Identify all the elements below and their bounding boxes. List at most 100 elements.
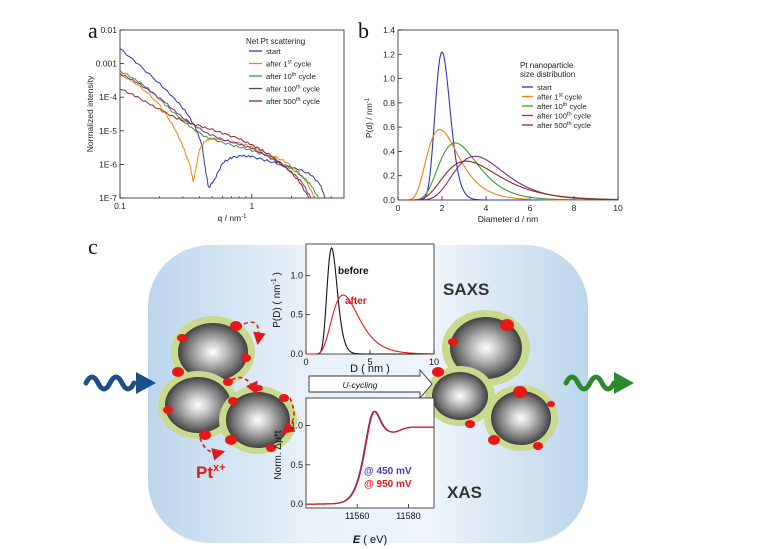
dissolution-arrows: [199, 321, 296, 461]
u-cycling-arrow: U-cycling: [308, 368, 433, 400]
panel-a-legend-label: start: [266, 47, 282, 56]
inset-bottom-background: [306, 398, 434, 508]
panel-a-series-line: [119, 88, 310, 199]
panel-a-ytick-label: 1E-7: [99, 193, 117, 203]
inset-top-xlabel: D ( nm ): [350, 363, 390, 375]
panel-a-series-line: [119, 48, 326, 199]
particle-core: [432, 372, 488, 420]
panel-a-ytick-label: 1E-5: [99, 126, 117, 136]
incoming-beam-icon: [83, 372, 156, 394]
inset-bottom-ylabel: Norm. Δμ*t: [273, 430, 284, 479]
panel-a-legend-title: Net Pt scattering: [246, 37, 305, 46]
panel-b-legend-title-1: Pt nanoparticle: [520, 61, 574, 70]
panel-a-ytick-label: 0.001: [96, 59, 118, 69]
inset-top-xtick-label: 0: [303, 357, 308, 367]
inset-bottom-legend-450: @ 450 mV: [364, 466, 412, 477]
inset-top-series-line: [306, 246, 434, 355]
inset-top-ylabel: P(D) ( nm-1 ): [271, 272, 283, 328]
panel-b-xtick-label: 0: [396, 203, 401, 213]
panel-b-xtick-label: 8: [572, 203, 577, 213]
panel-a-series-line: [119, 72, 316, 199]
inset-top-ytick-label: 0.5: [290, 310, 303, 320]
panel-a-frame: [119, 29, 345, 199]
panel-a-xlabel: q / nm-1: [218, 213, 248, 223]
panel-a-legend-label: after 1st cycle: [266, 60, 311, 69]
panel-a-series-line: [119, 73, 312, 199]
inset-bottom-xlabel: E ( eV): [353, 534, 387, 546]
left-particle-cluster: Ptx+: [158, 316, 297, 482]
inset-top-xtick-label: 10: [429, 357, 439, 367]
panel-a-ytick-label: 0.01: [100, 25, 117, 35]
inset-top-label-after: after: [345, 296, 367, 307]
saxs-label: SAXS: [443, 280, 489, 299]
inset-size-distribution: 0 5 10 0.0 0.5 1.0 D ( nm ) P(D) ( nm-1 ) bef…: [271, 243, 439, 375]
panel-a-legend-label: after 500th cycle: [266, 97, 320, 106]
inset-bottom-legend-950: @ 950 mV: [364, 479, 412, 490]
inset-top-ytick-label: 1.0: [290, 270, 303, 280]
particle-core: [226, 392, 290, 448]
outgoing-beam-icon: [563, 372, 634, 394]
panel-b-ytick-label: 1.0: [383, 74, 395, 84]
right-particle-cluster: [425, 310, 558, 451]
particle-core: [178, 323, 248, 381]
panel-a-xtick-label: 1: [249, 201, 254, 211]
panel-b-legend-label: start: [537, 83, 553, 92]
pt-dots-right: [432, 319, 555, 450]
panel-a-chart: 0.1 1 0.01 0.001 1E-4 1E-5 1E-6 1E-7 Normalized…: [85, 25, 345, 223]
panel-a-ytick-label: 1E-6: [99, 159, 117, 169]
panel-a-legend-label: after 100th cycle: [266, 85, 320, 94]
panel-b-ytick-label: 0.0: [383, 195, 395, 205]
panel-b-xtick-label: 2: [440, 203, 445, 213]
panel-a-ylabel: Normalized intensity: [85, 75, 95, 152]
panel-b-xtick-label: 6: [528, 203, 533, 213]
panel-b-series-line: [398, 160, 619, 201]
panel-b-legend-label: after 10th cycle: [537, 102, 587, 111]
panel-b-xtick-label: 10: [613, 203, 623, 213]
panel-b-xtick-label: 4: [484, 203, 489, 213]
inset-top-background: [306, 244, 434, 354]
particle-core: [491, 391, 551, 445]
inset-bottom-ytick-label: 0.0: [290, 499, 303, 509]
panel-a-letter: a: [88, 18, 98, 43]
panel-b-chart: 0 2 4 6 8 10 0.0 0.2 0.4 0.6 0.8 1.0 1.2 1.4 P(d) / n…: [364, 25, 623, 224]
panel-b-ytick-label: 0.2: [383, 171, 395, 181]
panel-b-ytick-label: 0.4: [383, 146, 395, 156]
panel-b-ytick-label: 0.8: [383, 98, 395, 108]
u-cycling-label: U-cycling: [343, 380, 378, 390]
inset-bottom-frame: [305, 397, 435, 509]
panel-c-letter: c: [88, 234, 98, 259]
panel-b-series-line: [398, 142, 618, 201]
panel-a-xtick-label: 0.1: [114, 201, 126, 211]
inset-top-xtick-label: 5: [367, 357, 372, 367]
panel-b-legend-label: after 1st cycle: [537, 93, 582, 102]
pt-dots-left: [163, 321, 289, 452]
panel-a-legend: start after 1st cycle after 10th cycle afte…: [249, 47, 320, 106]
inset-bottom-xtick-label: 11560: [345, 511, 369, 521]
inset-bottom-ytick-label: 0.5: [290, 460, 303, 470]
particle-core: [450, 317, 522, 379]
inset-top-label-before: before: [338, 266, 369, 277]
inset-bottom-xtick-label: 11580: [396, 511, 420, 521]
panel-a-legend-label: after 10th cycle: [266, 72, 316, 81]
xas-label: XAS: [447, 483, 482, 502]
inset-top-series-line: [306, 294, 434, 355]
panel-b-ytick-label: 1.2: [383, 49, 395, 59]
panel-b-legend-label: after 100th cycle: [537, 112, 591, 121]
panel-b-legend-label: after 500th cycle: [537, 121, 591, 130]
panel-b-ytick-label: 0.6: [383, 122, 395, 132]
inset-bottom-ytick-label: 1.0: [290, 421, 303, 431]
panel-a-ytick-label: 1E-4: [99, 92, 117, 102]
inset-bottom-series-line: [306, 410, 434, 505]
particle-core: [165, 377, 231, 433]
panel-b-ytick-label: 1.4: [383, 25, 395, 35]
panel-b-legend-title-2: size distribution: [520, 70, 575, 79]
inset-top-ytick-label: 0.0: [290, 349, 303, 359]
panel-b-ylabel: P(d) / nm-1: [364, 97, 374, 138]
panel-b-letter: b: [358, 18, 369, 43]
inset-xas-spectrum: 11560 11580 0.0 0.5 1.0 E ( eV) Norm. Δμ*t @…: [273, 397, 435, 546]
panel-c-schematic: Ptx+ U-cy: [83, 243, 634, 546]
panel-b-xlabel: Diameter d / nm: [478, 214, 538, 224]
